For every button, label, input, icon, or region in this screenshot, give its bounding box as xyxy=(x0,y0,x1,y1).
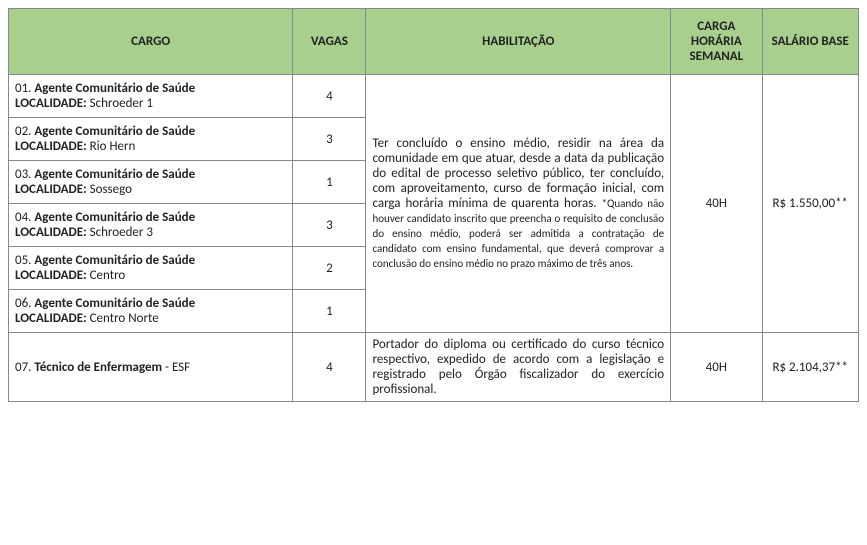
vagas-cell: 4 xyxy=(293,75,366,118)
role-title: Técnico de Enfermagem xyxy=(34,360,162,375)
locality-label: LOCALIDADE: xyxy=(15,268,87,283)
salario-cell: R$ 2.104,37** xyxy=(762,333,859,402)
locality-value: Centro xyxy=(90,268,126,283)
cargo-cell: 04. Agente Comunitário de Saúde LOCALIDA… xyxy=(9,204,293,247)
locality-label: LOCALIDADE: xyxy=(15,311,87,326)
vagas-cell: 2 xyxy=(293,247,366,290)
role-number: 02. xyxy=(15,124,31,139)
locality-label: LOCALIDADE: xyxy=(15,225,87,240)
vagas-cell: 3 xyxy=(293,204,366,247)
carga-cell: 40H xyxy=(671,333,762,402)
col-header-salario: SALÁRIO BASE xyxy=(762,9,859,75)
cargo-cell: 05. Agente Comunitário de Saúde LOCALIDA… xyxy=(9,247,293,290)
cargo-cell: 07. Técnico de Enfermagem - ESF xyxy=(9,333,293,402)
salario-cell: R$ 1.550,00** xyxy=(762,75,859,333)
col-header-carga: CARGA HORÁRIA SEMANAL xyxy=(671,9,762,75)
carga-cell: 40H xyxy=(671,75,762,333)
role-number: 07. xyxy=(15,360,31,375)
cargo-cell: 03. Agente Comunitário de Saúde LOCALIDA… xyxy=(9,161,293,204)
cargo-cell: 06. Agente Comunitário de Saúde LOCALIDA… xyxy=(9,290,293,333)
role-title: Agente Comunitário de Saúde xyxy=(34,210,195,225)
role-number: 05. xyxy=(15,253,31,268)
role-suffix: - ESF xyxy=(162,360,190,375)
col-header-habilitacao: HABILITAÇÃO xyxy=(366,9,671,75)
vagas-cell: 1 xyxy=(293,290,366,333)
positions-table: CARGO VAGAS HABILITAÇÃO CARGA HORÁRIA SE… xyxy=(8,8,859,402)
role-title: Agente Comunitário de Saúde xyxy=(34,296,195,311)
habilitacao-cell: Portador do diploma ou certificado do cu… xyxy=(366,333,671,402)
locality-label: LOCALIDADE: xyxy=(15,96,87,111)
locality-label: LOCALIDADE: xyxy=(15,182,87,197)
cargo-cell: 02. Agente Comunitário de Saúde LOCALIDA… xyxy=(9,118,293,161)
habilitacao-cell: Ter concluído o ensino médio, residir na… xyxy=(366,75,671,333)
role-number: 03. xyxy=(15,167,31,182)
locality-value: Schroeder 1 xyxy=(90,96,153,111)
role-title: Agente Comunitário de Saúde xyxy=(34,253,195,268)
role-title: Agente Comunitário de Saúde xyxy=(34,124,195,139)
role-number: 01. xyxy=(15,81,31,96)
role-title: Agente Comunitário de Saúde xyxy=(34,81,195,96)
locality-label: LOCALIDADE: xyxy=(15,139,87,154)
table-row: 07. Técnico de Enfermagem - ESF 4 Portad… xyxy=(9,333,859,402)
role-number: 04. xyxy=(15,210,31,225)
header-row: CARGO VAGAS HABILITAÇÃO CARGA HORÁRIA SE… xyxy=(9,9,859,75)
table-row: 01. Agente Comunitário de Saúde LOCALIDA… xyxy=(9,75,859,118)
col-header-vagas: VAGAS xyxy=(293,9,366,75)
locality-value: Centro Norte xyxy=(90,311,159,326)
vagas-cell: 3 xyxy=(293,118,366,161)
cargo-cell: 01. Agente Comunitário de Saúde LOCALIDA… xyxy=(9,75,293,118)
vagas-cell: 1 xyxy=(293,161,366,204)
role-number: 06. xyxy=(15,296,31,311)
vagas-cell: 4 xyxy=(293,333,366,402)
col-header-cargo: CARGO xyxy=(9,9,293,75)
role-title: Agente Comunitário de Saúde xyxy=(34,167,195,182)
locality-value: Schroeder 3 xyxy=(90,225,153,240)
locality-value: Sossego xyxy=(90,182,132,197)
locality-value: Rio Hern xyxy=(90,139,136,154)
